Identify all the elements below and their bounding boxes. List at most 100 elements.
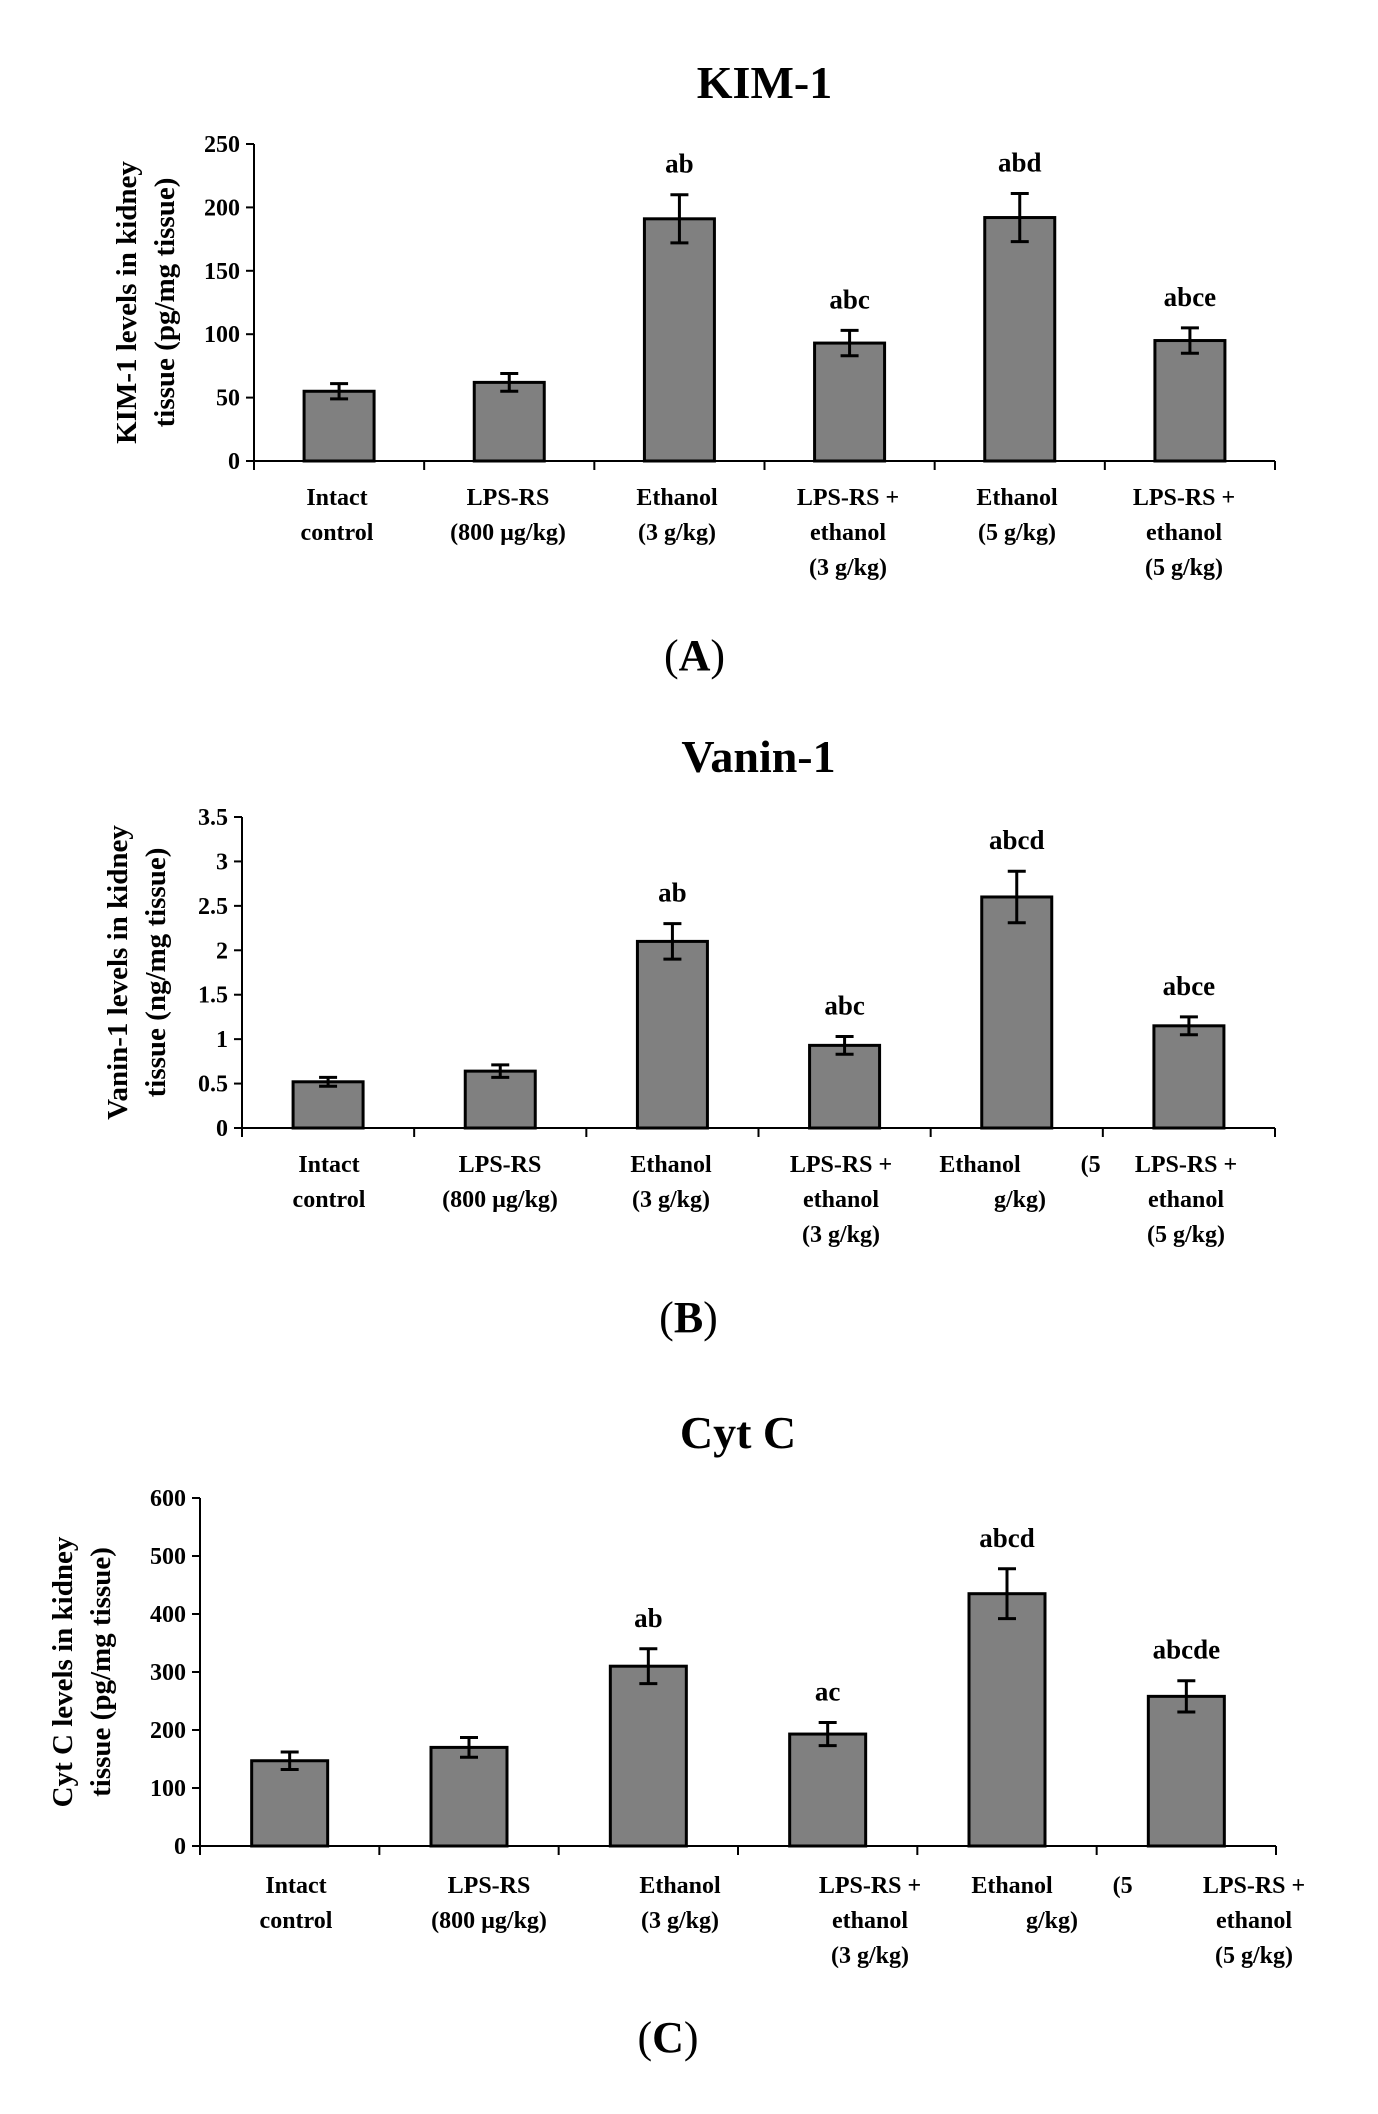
error-bar-b-4 xyxy=(835,1034,854,1056)
y-tick-label-a: 250 xyxy=(204,132,240,158)
x-category-label-c-5: g/kg) xyxy=(1026,1908,1078,1934)
y-axis-label-a-1: KIM-1 levels in kidney xyxy=(111,161,143,444)
x-category-label-b-6: LPS-RS + xyxy=(1135,1152,1237,1178)
significance-label-b-6: abce xyxy=(1163,971,1216,1001)
y-tick-label-a: 150 xyxy=(204,259,240,285)
bar-b-2 xyxy=(463,1069,537,1130)
x-category-label-a-1: control xyxy=(301,520,374,546)
chart-b: Vanin-1 Vanin-1 levels in kidney tissue (n… xyxy=(102,731,1276,1248)
x-category-label-c-5: Ethanol (5 xyxy=(971,1873,1132,1899)
bar-a-4 xyxy=(813,341,887,463)
significance-label-b-3: ab xyxy=(658,878,687,908)
x-category-label-c-6: ethanol xyxy=(1216,1908,1292,1934)
error-bar-c-1 xyxy=(280,1750,299,1771)
error-bar-a-6 xyxy=(1180,326,1199,355)
significance-label-c-3: ab xyxy=(634,1603,663,1633)
error-bar-b-2 xyxy=(491,1063,510,1079)
x-category-label-b-4: LPS-RS + xyxy=(790,1152,892,1178)
x-category-label-c-2: (800 µg/kg) xyxy=(431,1908,547,1934)
bar-c-4 xyxy=(788,1732,868,1848)
panel-label-a: (A) xyxy=(664,631,725,680)
x-category-label-b-1: control xyxy=(293,1187,366,1213)
x-category-label-b-5: Ethanol (5 xyxy=(939,1152,1100,1178)
y-tick-label-c: 200 xyxy=(150,1718,186,1744)
x-category-label-c-2: LPS-RS xyxy=(448,1873,531,1899)
chart-title-c: Cyt C xyxy=(680,1407,796,1458)
x-category-label-b-6: (5 g/kg) xyxy=(1147,1222,1225,1248)
y-tick-label-c: 600 xyxy=(150,1486,186,1512)
bar-b-3 xyxy=(635,939,709,1130)
x-category-label-b-4: (3 g/kg) xyxy=(802,1222,880,1248)
x-category-label-c-1: control xyxy=(260,1908,333,1934)
bar-a-1 xyxy=(302,389,376,463)
x-category-label-c-1: Intact xyxy=(265,1873,326,1899)
x-category-label-b-2: LPS-RS xyxy=(459,1152,542,1178)
y-axis-label-a-2: tissue (pg/mg tissue) xyxy=(149,178,181,428)
x-category-label-a-6: LPS-RS + xyxy=(1133,485,1235,511)
x-category-label-a-5: Ethanol xyxy=(976,485,1058,511)
bar-b-6 xyxy=(1152,1024,1226,1130)
significance-label-c-6: abcde xyxy=(1153,1635,1221,1665)
y-tick-label-b: 1.5 xyxy=(198,983,228,1009)
x-category-label-a-6: ethanol xyxy=(1146,520,1222,546)
error-bar-b-1 xyxy=(319,1075,338,1088)
significance-label-a-3: ab xyxy=(665,149,694,179)
error-bar-b-5 xyxy=(1007,869,1026,925)
x-category-label-a-3: Ethanol xyxy=(636,485,718,511)
x-category-label-a-2: (800 µg/kg) xyxy=(450,520,566,546)
bar-a-3 xyxy=(642,217,716,463)
bar-c-6 xyxy=(1146,1694,1226,1848)
x-category-label-a-2: LPS-RS xyxy=(467,485,550,511)
y-tick-label-c: 100 xyxy=(150,1776,186,1802)
x-category-label-b-3: (3 g/kg) xyxy=(632,1187,710,1213)
x-category-label-c-3: (3 g/kg) xyxy=(641,1908,719,1934)
chart-a: KIM-1 KIM-1 levels in kidney tissue (pg/mg… xyxy=(111,57,1276,581)
y-axis-label-c-2: tissue (pg/mg tissue) xyxy=(85,1547,117,1797)
y-axis-label-b-2: tissue (ng/mg tissue) xyxy=(140,848,172,1098)
significance-label-a-5: abd xyxy=(998,147,1042,177)
x-category-label-b-5: g/kg) xyxy=(994,1187,1046,1213)
y-tick-label-b: 3.5 xyxy=(198,805,228,831)
error-bar-c-3 xyxy=(639,1647,658,1686)
y-axis-label-b-1: Vanin-1 levels in kidney xyxy=(102,825,134,1120)
y-tick-label-a: 0 xyxy=(228,449,240,475)
error-bar-b-3 xyxy=(663,922,682,961)
y-tick-label-b: 3 xyxy=(216,849,228,875)
y-tick-label-b: 2 xyxy=(216,938,228,964)
significance-label-a-4: abc xyxy=(829,284,870,314)
x-category-label-a-4: ethanol xyxy=(810,520,886,546)
bar-c-5 xyxy=(967,1592,1047,1848)
error-bar-a-4 xyxy=(840,328,859,358)
y-tick-label-b: 2.5 xyxy=(198,894,228,920)
significance-label-b-4: abc xyxy=(824,990,865,1020)
significance-label-c-5: abcd xyxy=(979,1523,1035,1553)
x-category-label-b-1: Intact xyxy=(298,1152,359,1178)
bar-c-3 xyxy=(608,1664,688,1848)
chart-c: Cyt C Cyt C levels in kidney tissue (pg/mg… xyxy=(47,1407,1305,1969)
x-category-label-b-2: (800 µg/kg) xyxy=(442,1187,558,1213)
error-bar-a-3 xyxy=(670,193,689,245)
y-tick-label-c: 0 xyxy=(174,1834,186,1860)
y-tick-label-a: 200 xyxy=(204,195,240,221)
y-tick-label-a: 100 xyxy=(204,322,240,348)
x-category-label-c-3: Ethanol xyxy=(639,1873,721,1899)
x-category-label-b-4: ethanol xyxy=(803,1187,879,1213)
x-category-label-c-4: (3 g/kg) xyxy=(831,1943,909,1969)
x-category-label-c-4: LPS-RS + xyxy=(819,1873,921,1899)
error-bar-a-2 xyxy=(500,372,519,393)
error-bar-c-5 xyxy=(998,1567,1016,1621)
bar-a-5 xyxy=(983,216,1057,463)
x-category-label-b-6: ethanol xyxy=(1148,1187,1224,1213)
error-bar-a-1 xyxy=(330,382,349,401)
x-category-label-a-6: (5 g/kg) xyxy=(1145,555,1223,581)
panel-label-b: (B) xyxy=(659,1293,718,1342)
significance-label-b-5: abcd xyxy=(989,825,1045,855)
error-bar-a-5 xyxy=(1010,191,1029,244)
x-category-label-b-3: Ethanol xyxy=(630,1152,712,1178)
significance-label-a-6: abce xyxy=(1164,282,1217,312)
bar-b-5 xyxy=(980,895,1054,1130)
y-axis-label-c-1: Cyt C levels in kidney xyxy=(47,1536,79,1807)
x-category-label-a-4: (3 g/kg) xyxy=(809,555,887,581)
y-tick-label-b: 0 xyxy=(216,1116,228,1142)
chart-title-b: Vanin-1 xyxy=(681,731,835,782)
